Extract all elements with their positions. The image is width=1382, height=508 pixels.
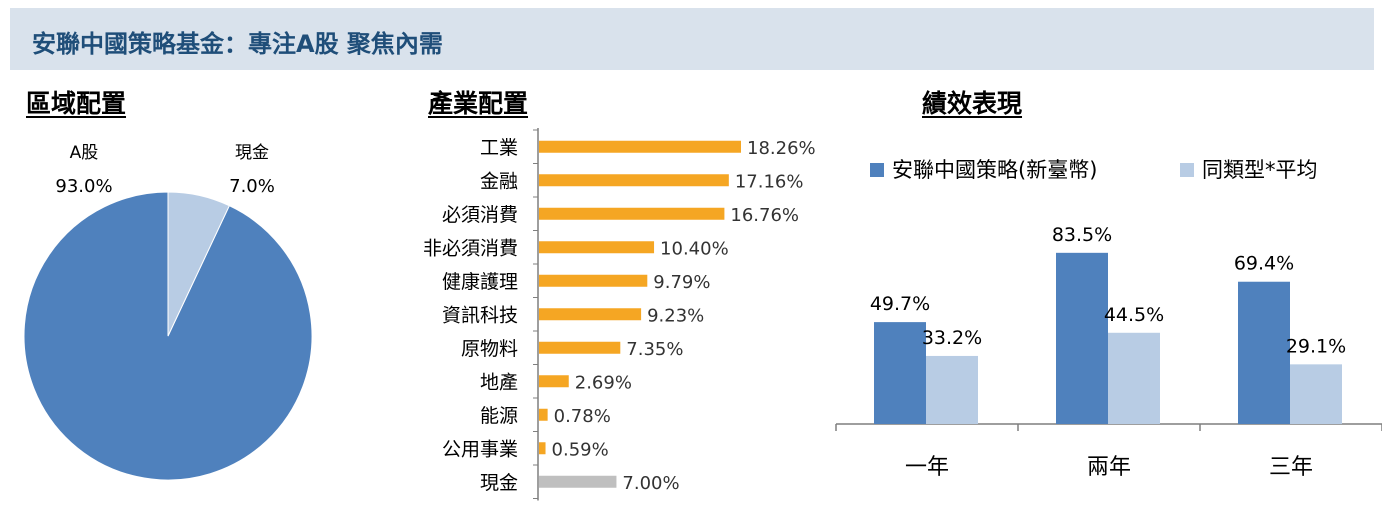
sector-bar bbox=[539, 241, 655, 254]
performance-bar-chart: 安聯中國策略(新臺幣) 同類型*平均 49.7% 33.2% 一年 83.5% 44.5% 兩… bbox=[835, 158, 1382, 480]
sector-bar bbox=[539, 274, 648, 287]
sector-value-label: 17.16% bbox=[735, 171, 804, 192]
sector-value-label: 0.78% bbox=[554, 406, 611, 427]
pie-slice-value-label: 7.0% bbox=[229, 176, 275, 197]
legend-label: 安聯中國策略(新臺幣) bbox=[892, 158, 1097, 182]
sector-bar bbox=[539, 174, 729, 187]
perf-bar bbox=[1238, 281, 1290, 424]
perf-category-label: 三年 bbox=[1269, 455, 1313, 480]
perf-bar bbox=[1290, 364, 1342, 424]
sector-category-label: 資訊科技 bbox=[442, 304, 518, 326]
header-bar: 安聯中國策略基金：專注A股 聚焦內需 bbox=[10, 8, 1374, 70]
sector-value-label: 10.40% bbox=[660, 238, 729, 259]
sector-value-label: 16.76% bbox=[730, 205, 799, 226]
perf-value-label: 33.2% bbox=[922, 327, 982, 349]
sector-category-label: 能源 bbox=[480, 405, 518, 427]
perf-bar bbox=[926, 355, 978, 424]
sector-bar bbox=[539, 207, 725, 220]
sector-category-label: 原物料 bbox=[461, 338, 518, 360]
perf-value-label: 29.1% bbox=[1286, 335, 1346, 357]
sector-bar bbox=[539, 140, 741, 153]
sector-category-label: 必須消費 bbox=[442, 204, 518, 226]
sector-bar bbox=[539, 408, 548, 421]
sector-category-label: 地產 bbox=[480, 371, 518, 393]
sector-category-label: 健康護理 bbox=[442, 271, 518, 293]
sector-bar-chart: 工業 18.26% 金融 17.16% 必須消費 16.76% 非必須消費 10.40% 健康護… bbox=[423, 128, 816, 501]
legend-swatch bbox=[1180, 163, 1194, 177]
pie-slice-label: 現金 bbox=[235, 143, 269, 163]
sector-value-label: 7.35% bbox=[626, 339, 683, 360]
performance-title: 績效表現 bbox=[922, 89, 1023, 118]
sector-category-label: 金融 bbox=[480, 170, 518, 192]
sector-bar bbox=[539, 308, 642, 321]
perf-bar bbox=[1056, 252, 1108, 424]
sector-category-label: 工業 bbox=[480, 137, 518, 159]
pie-slice-cash bbox=[167, 191, 230, 337]
perf-bar bbox=[1108, 332, 1160, 424]
perf-value-label: 44.5% bbox=[1104, 304, 1164, 326]
perf-category-label: 兩年 bbox=[1087, 455, 1131, 480]
sector-allocation-title: 產業配置 bbox=[428, 89, 529, 118]
sector-bar bbox=[539, 341, 621, 354]
region-allocation-title: 區域配置 bbox=[26, 89, 127, 118]
sector-bar bbox=[539, 442, 546, 455]
perf-category-label: 一年 bbox=[905, 455, 949, 480]
perf-bar bbox=[874, 322, 926, 424]
region-pie-chart: A股 93.0% 現金 7.0% bbox=[23, 143, 313, 481]
sector-value-label: 18.26% bbox=[747, 138, 816, 159]
sector-value-label: 2.69% bbox=[575, 372, 632, 393]
sector-value-label: 9.23% bbox=[647, 305, 704, 326]
perf-value-label: 69.4% bbox=[1234, 253, 1294, 275]
sector-value-label: 7.00% bbox=[622, 473, 679, 494]
sector-category-label: 非必須消費 bbox=[423, 237, 518, 259]
perf-value-label: 83.5% bbox=[1052, 224, 1112, 246]
legend-label: 同類型*平均 bbox=[1202, 158, 1318, 182]
legend-swatch bbox=[870, 163, 884, 177]
perf-value-label: 49.7% bbox=[870, 293, 930, 315]
sector-category-label: 現金 bbox=[480, 472, 518, 494]
sector-category-label: 公用事業 bbox=[442, 438, 518, 460]
pie-slice-value-label: 93.0% bbox=[55, 176, 112, 197]
pie-slice-label: A股 bbox=[70, 143, 99, 163]
sector-bar bbox=[539, 475, 617, 488]
sector-value-label: 0.59% bbox=[552, 439, 609, 460]
page-title: 安聯中國策略基金：專注A股 聚焦內需 bbox=[32, 30, 443, 58]
sector-value-label: 9.79% bbox=[653, 272, 710, 293]
sector-bar bbox=[539, 375, 569, 388]
